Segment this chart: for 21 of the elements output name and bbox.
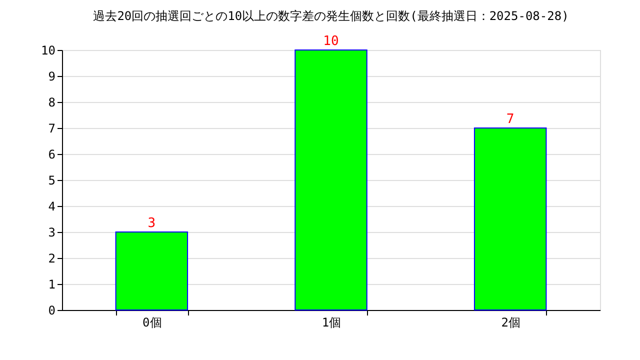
- y-tick-label: 4: [48, 200, 56, 214]
- data-label: 10: [323, 34, 339, 49]
- y-tick-label: 1: [48, 278, 56, 292]
- x-tick-label: 0個: [142, 316, 162, 330]
- x-tick-label: 2個: [501, 316, 520, 330]
- y-tick-label: 2: [48, 252, 56, 266]
- y-tick-label: 7: [48, 122, 56, 136]
- y-tick-label: 5: [48, 174, 56, 188]
- bar: [474, 128, 547, 310]
- data-label: 7: [506, 112, 514, 127]
- y-tick-label: 8: [48, 96, 56, 110]
- x-tick-label: 1個: [322, 316, 342, 330]
- y-tick-label: 10: [41, 44, 56, 58]
- bar: [294, 50, 368, 310]
- y-tick-label: 3: [48, 226, 56, 240]
- y-tick-label: 9: [48, 70, 56, 84]
- chart-title: 過去20回の抽選回ごとの10以上の数字差の発生個数と回数(最終抽選日：2025-08-28): [93, 9, 569, 23]
- data-label: 3: [148, 216, 156, 231]
- bar: [115, 232, 188, 310]
- y-tick-label: 0: [48, 304, 56, 318]
- y-tick-label: 6: [48, 148, 56, 162]
